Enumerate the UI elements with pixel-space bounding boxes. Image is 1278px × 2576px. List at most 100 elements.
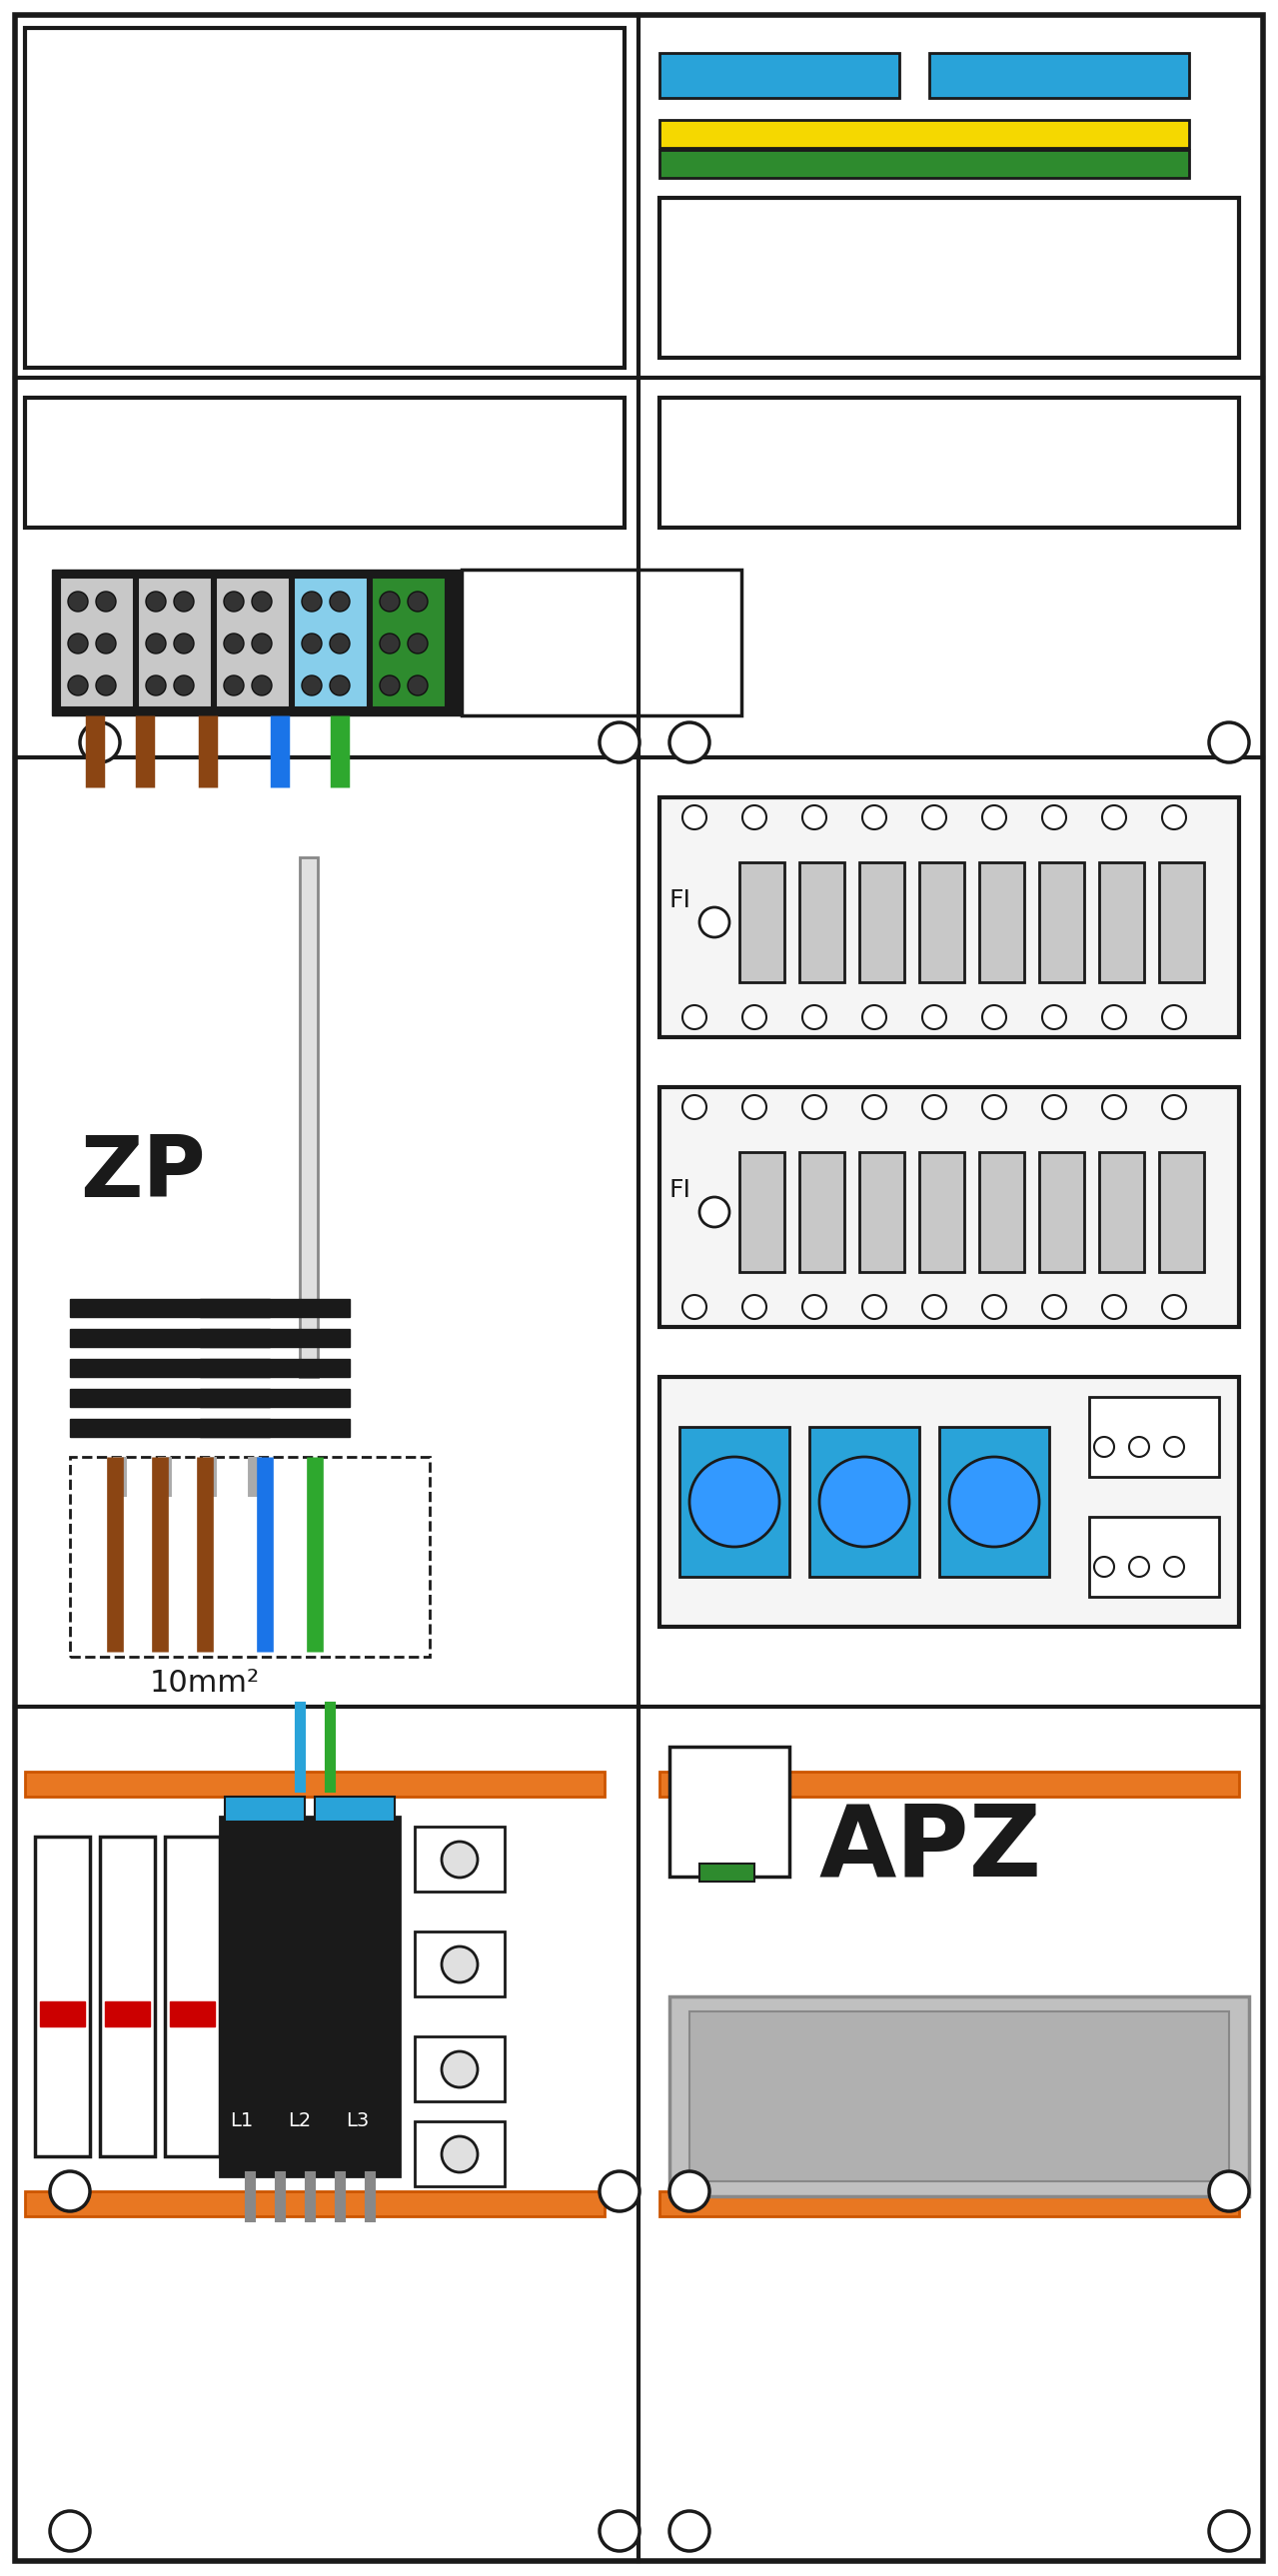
Text: ZP: ZP bbox=[81, 1131, 206, 1216]
Circle shape bbox=[96, 592, 116, 611]
Circle shape bbox=[68, 675, 88, 696]
Bar bbox=[105, 2002, 150, 2027]
Circle shape bbox=[1042, 1095, 1066, 1118]
Circle shape bbox=[670, 2512, 709, 2550]
Circle shape bbox=[599, 2172, 639, 2210]
Bar bbox=[659, 2192, 1240, 2215]
Bar bbox=[799, 863, 845, 981]
Circle shape bbox=[923, 1095, 946, 1118]
Circle shape bbox=[803, 1296, 827, 1319]
Bar bbox=[929, 54, 1189, 98]
Bar bbox=[414, 2123, 505, 2187]
Circle shape bbox=[146, 592, 166, 611]
Bar bbox=[199, 1388, 350, 1406]
Circle shape bbox=[1102, 806, 1126, 829]
Circle shape bbox=[599, 721, 639, 762]
Bar bbox=[314, 1795, 395, 1821]
Bar bbox=[1089, 1517, 1219, 1597]
Circle shape bbox=[252, 634, 272, 654]
Bar bbox=[689, 2012, 1229, 2182]
Bar bbox=[659, 1087, 1240, 1327]
Bar bbox=[979, 1151, 1024, 1273]
Bar bbox=[70, 1298, 270, 1316]
Bar bbox=[52, 569, 478, 716]
Circle shape bbox=[1162, 1095, 1186, 1118]
Circle shape bbox=[1042, 1296, 1066, 1319]
Circle shape bbox=[803, 1005, 827, 1030]
Circle shape bbox=[1042, 806, 1066, 829]
Circle shape bbox=[174, 675, 194, 696]
Circle shape bbox=[983, 1296, 1006, 1319]
Circle shape bbox=[983, 1005, 1006, 1030]
Circle shape bbox=[983, 1095, 1006, 1118]
Bar bbox=[70, 1329, 270, 1347]
Circle shape bbox=[146, 675, 166, 696]
Circle shape bbox=[1102, 1296, 1126, 1319]
Bar bbox=[1039, 863, 1084, 981]
Text: FI: FI bbox=[670, 889, 691, 912]
Circle shape bbox=[442, 1947, 478, 1984]
Circle shape bbox=[302, 592, 322, 611]
Bar bbox=[165, 1837, 220, 2156]
Circle shape bbox=[743, 1296, 767, 1319]
Circle shape bbox=[1042, 1005, 1066, 1030]
Circle shape bbox=[1102, 1005, 1126, 1030]
Bar bbox=[699, 1862, 754, 1880]
Bar bbox=[70, 1458, 429, 1656]
Circle shape bbox=[863, 1296, 887, 1319]
Circle shape bbox=[1094, 1556, 1114, 1577]
Circle shape bbox=[863, 806, 887, 829]
Bar bbox=[26, 1772, 604, 1795]
Circle shape bbox=[682, 1095, 707, 1118]
Circle shape bbox=[50, 2512, 89, 2550]
Circle shape bbox=[863, 1005, 887, 1030]
Circle shape bbox=[1130, 1437, 1149, 1458]
Bar bbox=[659, 1772, 1240, 1795]
Circle shape bbox=[803, 1095, 827, 1118]
Circle shape bbox=[1130, 1556, 1149, 1577]
Circle shape bbox=[1209, 2512, 1249, 2550]
Circle shape bbox=[599, 2512, 639, 2550]
Circle shape bbox=[923, 1005, 946, 1030]
Bar bbox=[919, 863, 964, 981]
Bar bbox=[659, 397, 1240, 528]
Circle shape bbox=[442, 2050, 478, 2087]
Bar bbox=[199, 1360, 350, 1378]
Text: APZ: APZ bbox=[819, 1801, 1043, 1899]
Bar bbox=[659, 54, 900, 98]
Bar bbox=[414, 1932, 505, 1996]
Circle shape bbox=[302, 675, 322, 696]
Bar bbox=[809, 1427, 919, 1577]
Circle shape bbox=[1164, 1556, 1185, 1577]
Bar bbox=[919, 1151, 964, 1273]
Circle shape bbox=[743, 806, 767, 829]
Bar bbox=[300, 858, 318, 1378]
Bar bbox=[659, 799, 1240, 1038]
Bar bbox=[461, 569, 741, 716]
Bar bbox=[659, 121, 1189, 147]
Circle shape bbox=[96, 675, 116, 696]
Circle shape bbox=[1209, 2172, 1249, 2210]
Circle shape bbox=[252, 675, 272, 696]
Circle shape bbox=[923, 1296, 946, 1319]
Bar bbox=[939, 1427, 1049, 1577]
Circle shape bbox=[174, 592, 194, 611]
Bar bbox=[225, 1795, 304, 1821]
Circle shape bbox=[330, 592, 350, 611]
Circle shape bbox=[380, 634, 400, 654]
Bar bbox=[1159, 863, 1204, 981]
Circle shape bbox=[1102, 1095, 1126, 1118]
Text: 10mm²: 10mm² bbox=[150, 1669, 259, 1698]
Circle shape bbox=[380, 675, 400, 696]
Circle shape bbox=[863, 1095, 887, 1118]
Bar bbox=[1089, 1396, 1219, 1476]
Circle shape bbox=[699, 907, 730, 938]
Circle shape bbox=[224, 634, 244, 654]
Circle shape bbox=[699, 1198, 730, 1226]
Bar bbox=[740, 1151, 785, 1273]
Circle shape bbox=[682, 1005, 707, 1030]
Circle shape bbox=[96, 634, 116, 654]
Circle shape bbox=[670, 721, 709, 762]
Circle shape bbox=[1162, 806, 1186, 829]
Bar bbox=[60, 577, 134, 708]
